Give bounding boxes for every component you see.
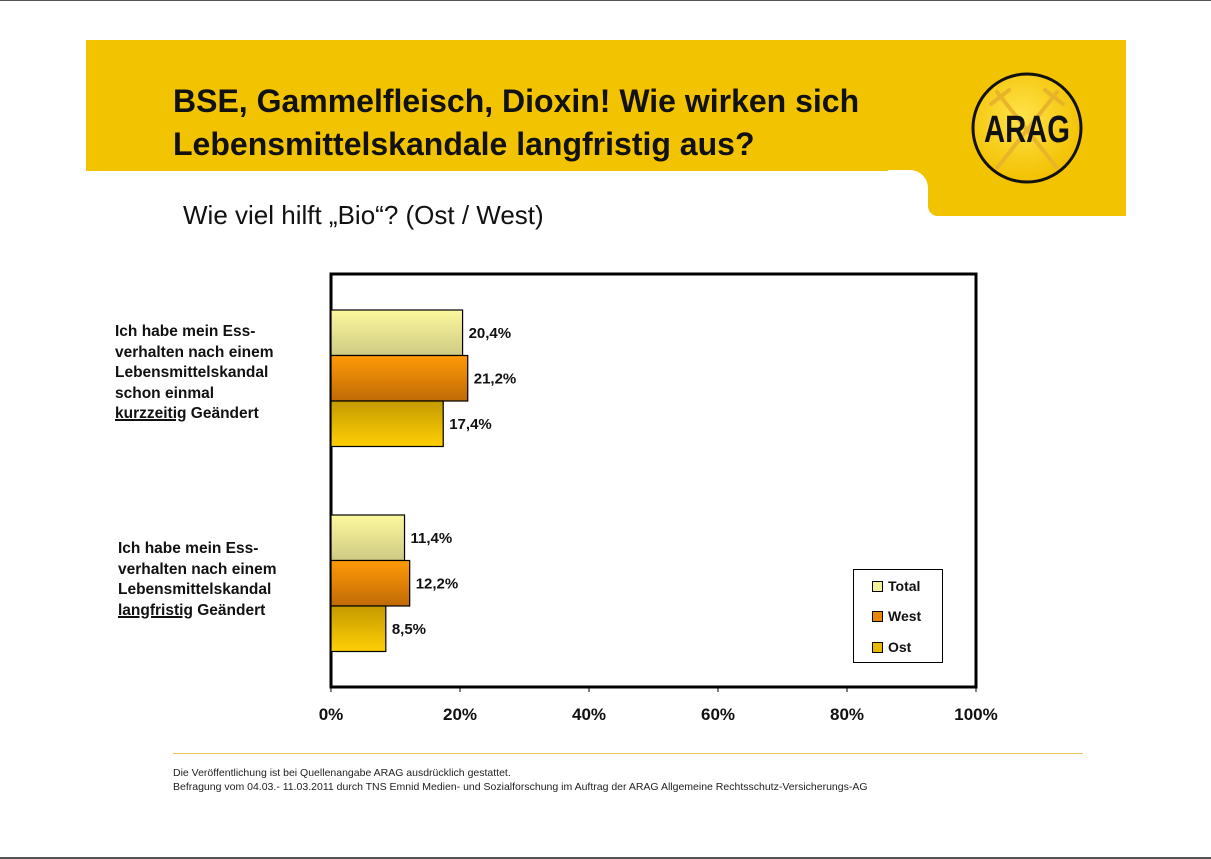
- header-banner: [86, 40, 1126, 171]
- legend-swatch-ost: [872, 641, 883, 653]
- legend-item-west: West: [872, 608, 921, 624]
- x-tick-label: 20%: [443, 705, 477, 724]
- logo-text: ARAG: [984, 109, 1070, 151]
- category-label-line: Lebensmittelskandal: [115, 364, 269, 381]
- data-label-west-cat2: 12,2%: [416, 575, 459, 592]
- legend-label-total: Total: [888, 578, 921, 594]
- x-tick-label: 60%: [701, 705, 735, 724]
- top-border: [0, 0, 1211, 1]
- bar-total-cat2: [330, 514, 406, 562]
- category-label-long-term: Ich habe mein Ess- verhalten nach einem …: [118, 539, 277, 621]
- data-label-ost-cat1: 17,4%: [449, 416, 492, 433]
- bar-ost-cat2: [330, 605, 387, 653]
- crossed-swords-icon: [989, 88, 1065, 170]
- underlined-word: langfristig: [118, 601, 193, 619]
- bar-ost-cat1: [330, 400, 444, 448]
- chart-legend: Total West Ost: [853, 569, 943, 663]
- category-label-suffix: Geändert: [192, 601, 266, 619]
- legend-label-ost: Ost: [888, 639, 912, 655]
- x-tick-label: 100%: [954, 705, 997, 724]
- page-title: BSE, Gammelfleisch, Dioxin! Wie wirken s…: [173, 80, 953, 166]
- footer-divider: [173, 753, 1083, 754]
- category-label-line: verhalten nach einem: [115, 343, 274, 361]
- category-label-line: kurzzeitig Geändert: [115, 404, 274, 425]
- arag-logo: ARAG: [971, 72, 1083, 184]
- legend-swatch-total: [872, 580, 883, 592]
- data-label-total-cat2: 11,4%: [411, 530, 453, 547]
- category-label-line: Ich habe mein Ess-: [118, 540, 259, 557]
- title-line-1: BSE, Gammelfleisch, Dioxin! Wie wirken s…: [173, 83, 860, 119]
- data-label-ost-cat2: 8,5%: [392, 621, 426, 638]
- data-label-total-cat1: 20,4%: [469, 325, 512, 342]
- bars-group: 20,4% 21,2% 17,4% 11,4% 12,2% 8,5%: [330, 309, 517, 653]
- category-label-line: Ich habe mein Ess-: [115, 323, 256, 340]
- x-tick-label: 0%: [319, 705, 344, 724]
- underlined-word: kurzzeitig: [115, 405, 187, 422]
- category-label-line: verhalten nach einem: [118, 560, 277, 578]
- data-label-west-cat1: 21,2%: [474, 370, 517, 387]
- legend-label-west: West: [888, 608, 922, 624]
- header-banner-corner: [888, 170, 928, 210]
- category-label-line: langfristig Geändert: [118, 601, 277, 622]
- footer-line-2: Befragung vom 04.03.- 11.03.2011 durch T…: [173, 781, 868, 793]
- category-label-line: Lebensmittelskandal: [118, 581, 272, 598]
- legend-swatch-west: [872, 610, 883, 622]
- chart-subtitle: Wie viel hilft „Bio“? (Ost / West): [183, 200, 544, 230]
- category-label-suffix: Geändert: [186, 405, 259, 422]
- x-tick-label: 40%: [572, 705, 606, 724]
- bar-west-cat1: [330, 354, 469, 402]
- plot-area-frame: [329, 272, 978, 689]
- bar-total-cat1: [330, 309, 464, 357]
- legend-item-ost: Ost: [872, 639, 911, 655]
- category-label-short-term: Ich habe mein Ess- verhalten nach einem …: [115, 322, 274, 425]
- category-label-line: schon einmal: [115, 384, 215, 402]
- legend-item-total: Total: [872, 578, 920, 594]
- bar-west-cat2: [330, 559, 411, 607]
- bottom-border: [0, 857, 1211, 859]
- x-tick-label: 80%: [830, 705, 864, 724]
- x-axis: 0% 20% 40% 60% 80% 100%: [319, 687, 998, 724]
- title-line-2: Lebensmittelskandale langfristig aus?: [173, 126, 755, 162]
- footer-line-1: Die Veröffentlichung ist bei Quellenanga…: [173, 767, 511, 779]
